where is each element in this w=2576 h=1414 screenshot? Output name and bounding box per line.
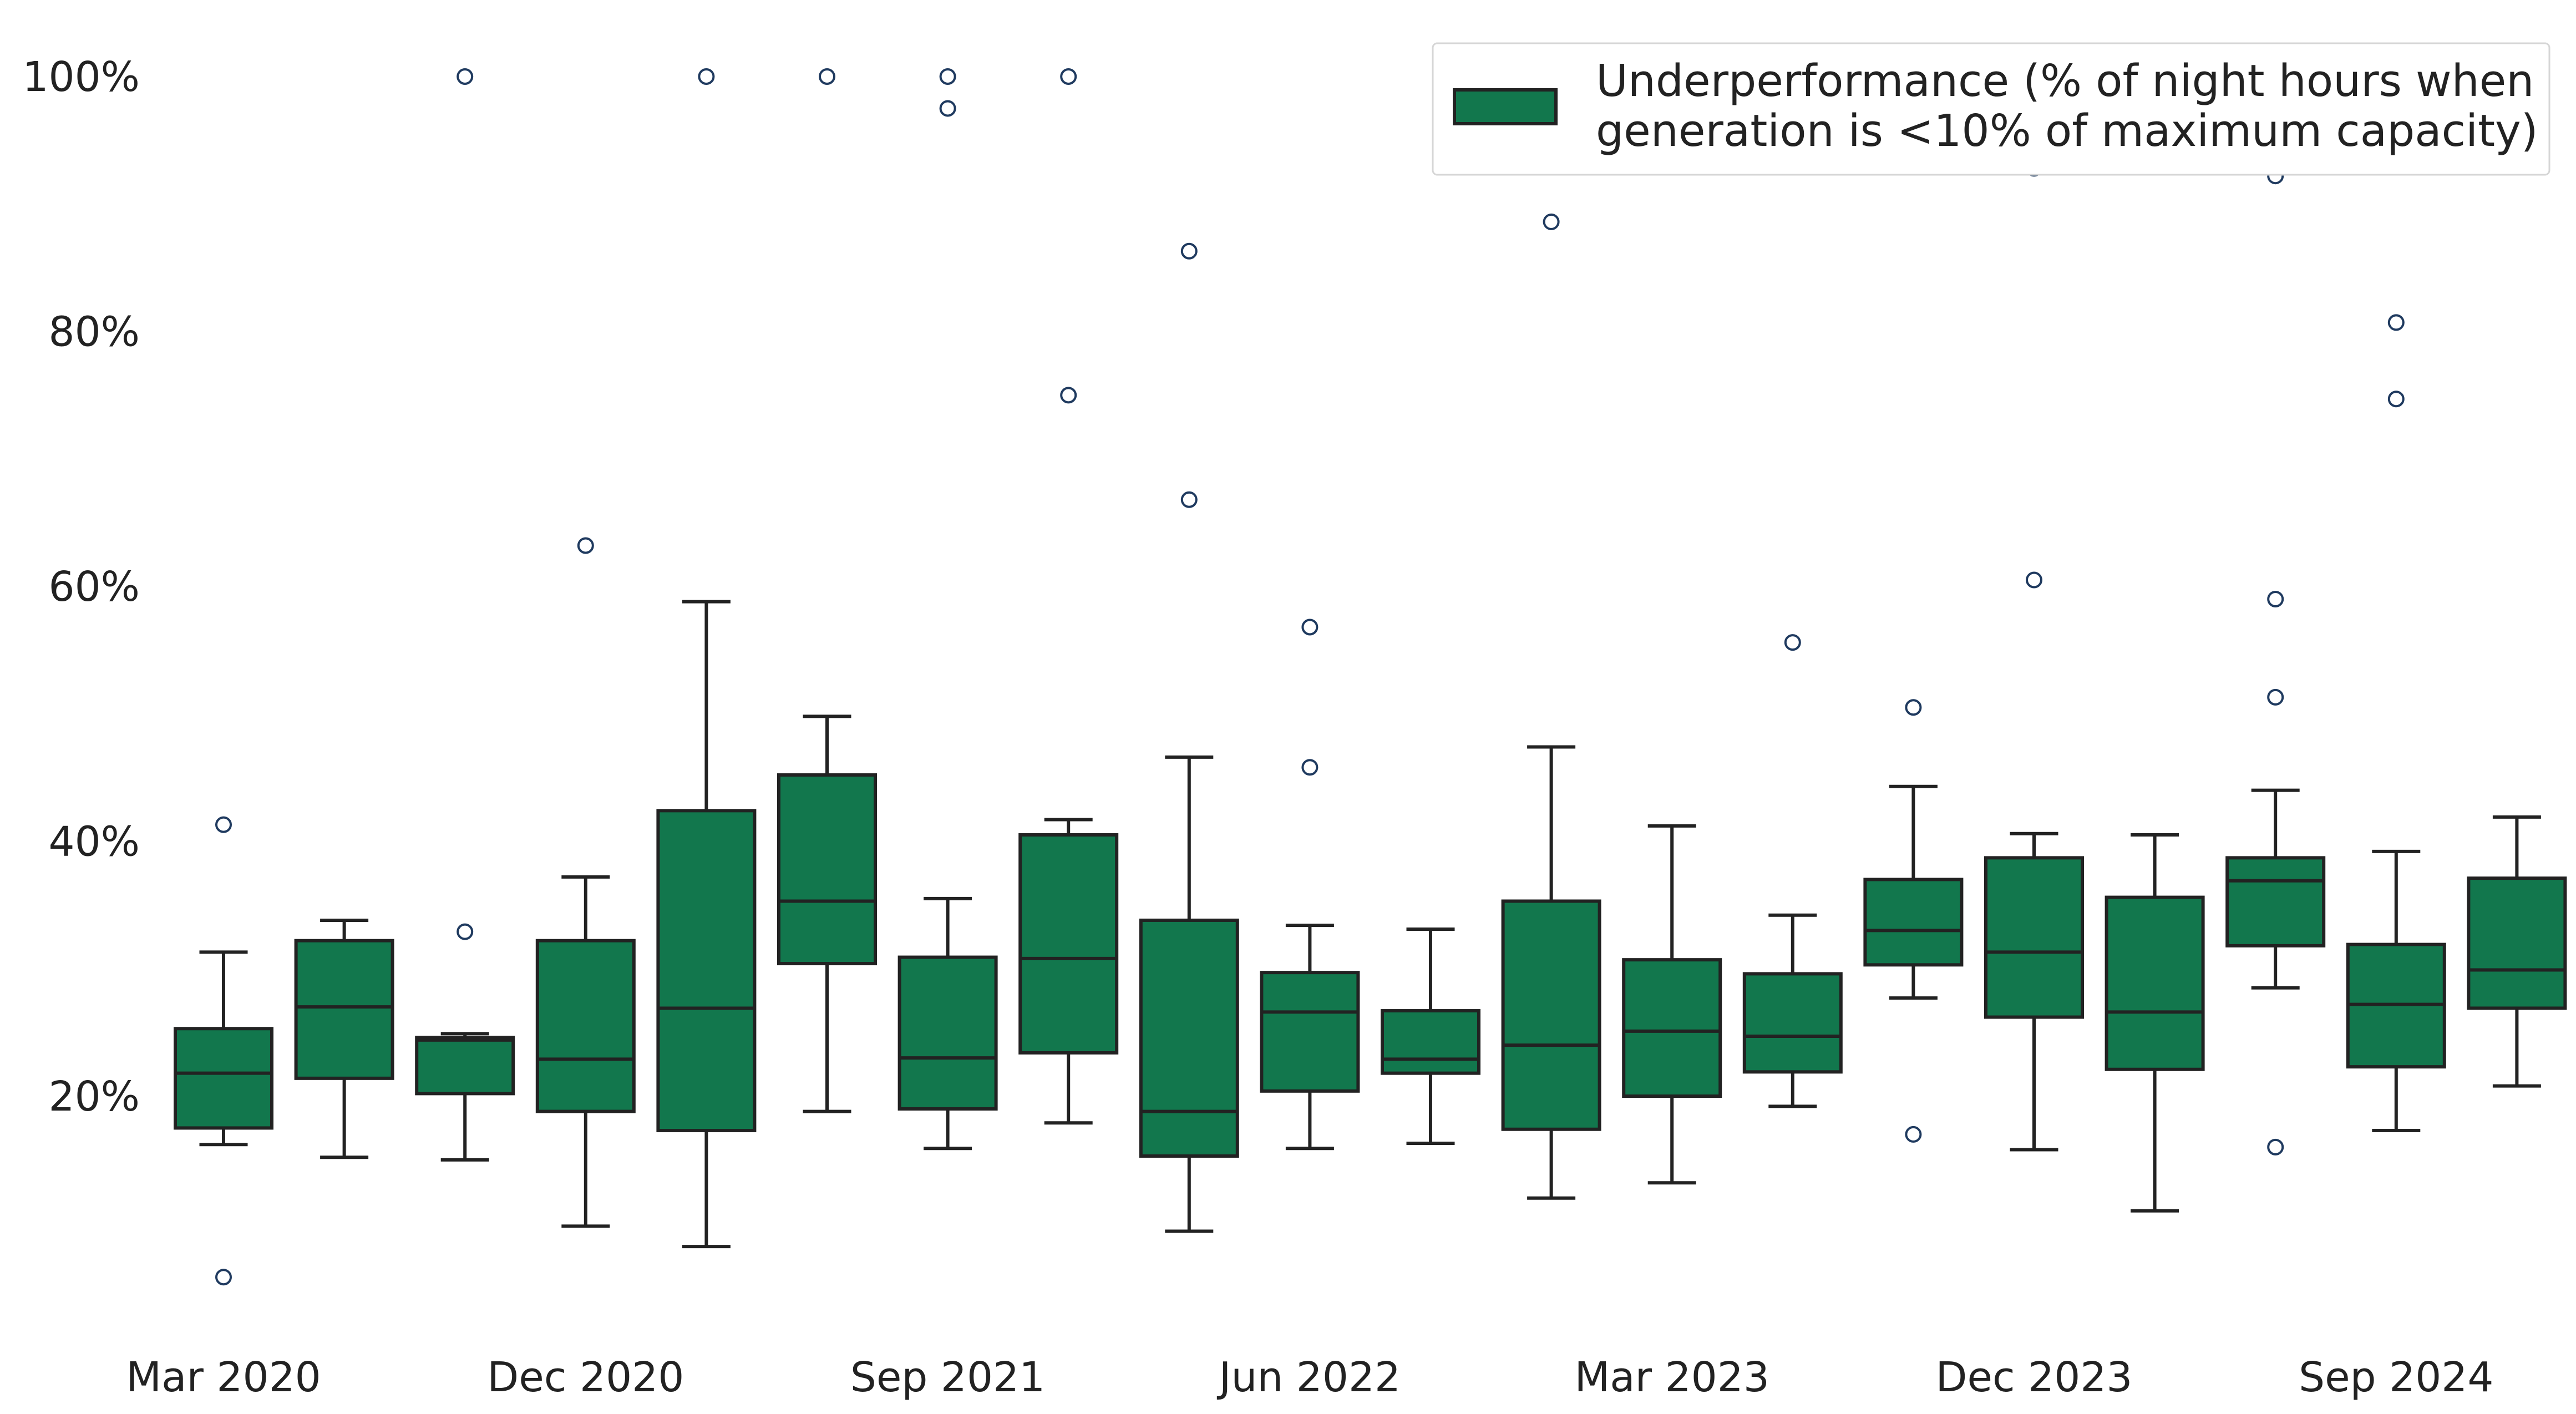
outlier-point bbox=[939, 68, 956, 85]
outlier-point bbox=[1060, 387, 1077, 404]
y-tick-label: 60% bbox=[49, 563, 140, 611]
outlier-point bbox=[698, 68, 715, 85]
box bbox=[2105, 895, 2205, 1071]
box bbox=[294, 939, 394, 1080]
box-group bbox=[294, 918, 394, 1159]
box bbox=[777, 773, 877, 966]
box-group bbox=[2467, 815, 2567, 1088]
box-group bbox=[1863, 699, 1964, 1143]
box-group bbox=[1742, 634, 1843, 1108]
box-group bbox=[1018, 68, 1119, 1125]
outlier-point bbox=[215, 816, 232, 833]
box bbox=[656, 809, 757, 1133]
boxes-layer bbox=[174, 68, 2567, 1286]
box-group bbox=[777, 68, 877, 1113]
legend-label-line2: generation is <10% of maximum capacity) bbox=[1596, 105, 2538, 156]
box-group bbox=[415, 68, 515, 1162]
legend-swatch bbox=[1453, 88, 1558, 125]
box-group bbox=[2346, 314, 2446, 1133]
x-tick-label: Dec 2023 bbox=[1935, 1354, 2132, 1401]
x-tick-label: Mar 2023 bbox=[1574, 1354, 1769, 1401]
x-tick-label: Sep 2021 bbox=[850, 1354, 1045, 1401]
x-axis: Mar 2020 Dec 2020 Sep 2021 Jun 2022 Mar 2023… bbox=[126, 1354, 2493, 1401]
x-tick-label: Sep 2024 bbox=[2299, 1354, 2493, 1401]
outlier-point bbox=[2267, 1138, 2284, 1155]
outlier-point bbox=[1301, 619, 1319, 636]
box bbox=[2467, 876, 2567, 1010]
outlier-point bbox=[1543, 213, 1560, 230]
outlier-point bbox=[2387, 314, 2405, 331]
y-tick-label: 40% bbox=[49, 818, 140, 866]
outlier-point bbox=[2387, 391, 2405, 408]
box bbox=[2225, 856, 2326, 947]
box-group bbox=[1501, 213, 1601, 1200]
box bbox=[1139, 918, 1239, 1158]
outlier-point bbox=[1180, 491, 1198, 508]
box-group bbox=[535, 537, 636, 1228]
legend: Underperformance (% of night hours when … bbox=[1432, 42, 2550, 176]
box bbox=[1018, 833, 1119, 1055]
outlier-point bbox=[939, 100, 956, 117]
outlier-point bbox=[2267, 590, 2284, 607]
outlier-point bbox=[1301, 759, 1319, 776]
outlier-point bbox=[1784, 634, 1801, 651]
outlier-point bbox=[2267, 688, 2284, 706]
legend-frame bbox=[1432, 42, 2550, 176]
outlier-point bbox=[1905, 1126, 1922, 1143]
box bbox=[1863, 878, 1964, 967]
box bbox=[897, 955, 998, 1111]
box bbox=[415, 1036, 515, 1096]
outlier-point bbox=[1060, 68, 1077, 85]
box-group bbox=[1381, 928, 1480, 1146]
y-tick-label: 80% bbox=[49, 308, 140, 356]
box-group bbox=[1622, 824, 1722, 1185]
outlier-point bbox=[457, 68, 474, 85]
outlier-point bbox=[2026, 571, 2042, 589]
outlier-point bbox=[577, 537, 594, 554]
outlier-point bbox=[819, 68, 835, 85]
y-tick-label: 100% bbox=[22, 53, 140, 101]
box-group bbox=[656, 68, 757, 1249]
box-group bbox=[1139, 242, 1239, 1233]
y-tick-label: 20% bbox=[49, 1073, 140, 1121]
box bbox=[1260, 971, 1360, 1093]
box bbox=[1984, 856, 2084, 1019]
y-axis: 20% 40% 60% 80% 100% bbox=[22, 53, 140, 1121]
box-group bbox=[174, 816, 273, 1286]
box-group bbox=[1260, 619, 1360, 1151]
box bbox=[1622, 958, 1722, 1098]
box bbox=[1742, 972, 1843, 1074]
box-group bbox=[897, 68, 998, 1151]
outlier-point bbox=[215, 1269, 232, 1286]
box bbox=[1381, 1009, 1480, 1075]
outlier-point bbox=[1180, 242, 1198, 260]
box-group bbox=[2225, 168, 2326, 1155]
box bbox=[535, 939, 636, 1113]
box bbox=[174, 1027, 273, 1130]
x-tick-label: Mar 2020 bbox=[126, 1354, 321, 1401]
box-group bbox=[2105, 833, 2205, 1213]
box-group bbox=[1984, 160, 2084, 1152]
outlier-point bbox=[1905, 699, 1922, 716]
legend-label-line1: Underperformance (% of night hours when bbox=[1596, 55, 2534, 107]
x-tick-label: Jun 2022 bbox=[1217, 1354, 1401, 1401]
box bbox=[1501, 899, 1601, 1131]
outlier-point bbox=[457, 923, 474, 940]
x-tick-label: Dec 2020 bbox=[487, 1354, 684, 1401]
